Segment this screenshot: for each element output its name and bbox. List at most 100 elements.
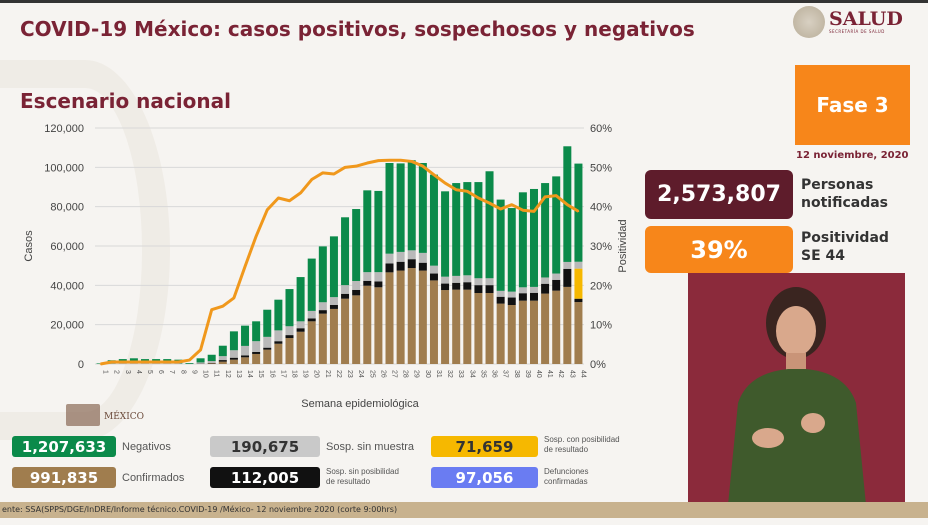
bar-sosp-sin-posibilidad [474, 285, 483, 294]
x-tick-label: 36 [491, 370, 498, 378]
sin-posibilidad-label-2: de resultado [326, 477, 371, 486]
bar-negativos [252, 321, 261, 342]
x-tick-label: 23 [346, 370, 353, 378]
bar-negativos [363, 190, 372, 273]
bar-sosp-sin-posibilidad [407, 259, 416, 269]
positividad-point [266, 209, 269, 211]
bar-sosp-sin-posibilidad [263, 347, 272, 350]
bar-sosp-sin-posibilidad [241, 355, 250, 358]
bar-sosp-sin-muestra [274, 330, 283, 342]
bar-negativos [574, 163, 583, 262]
y-axis-ticks: 0 20,000 40,000 60,000 80,000 100,000 120,000 [44, 123, 84, 371]
bar-negativos [296, 277, 305, 322]
positividad-point [121, 361, 124, 363]
y2-tick-label: 60% [590, 123, 612, 135]
bar-sosp-sin-muestra [452, 275, 461, 283]
positividad-point [255, 235, 257, 237]
positividad-point [244, 265, 246, 268]
bar-confirmados [574, 302, 583, 364]
positividad-point [544, 196, 546, 198]
bar-negativos [407, 160, 416, 251]
notificadas-label-line2: notificadas [801, 195, 889, 211]
bar-sosp-sin-muestra [485, 278, 494, 286]
bar-sosp-sin-posibilidad [296, 328, 305, 332]
x-tick-label: 43 [568, 370, 575, 378]
bar-confirmados [318, 313, 327, 364]
x-tick-label: 27 [391, 370, 398, 378]
confirmados-label: Confirmados [122, 472, 185, 484]
x-tick-label: 3 [124, 370, 131, 374]
bar-confirmados [441, 290, 450, 364]
bar-confirmados [541, 293, 550, 364]
positividad-point [366, 162, 369, 164]
sin-muestra-value: 190,675 [210, 436, 320, 457]
bar-negativos [452, 183, 461, 276]
positividad-point [388, 159, 391, 162]
y2-axis-label: Positividad [617, 219, 629, 272]
chart-positividad-line [99, 158, 580, 366]
bar-sosp-sin-posibilidad [485, 285, 494, 294]
bar-sosp-sin-muestra [318, 302, 327, 311]
bar-sosp-sin-posibilidad [563, 268, 572, 287]
bar-confirmados [429, 280, 438, 364]
bar-sosp-sin-muestra [229, 350, 238, 358]
bar-sosp-sin-muestra [329, 297, 338, 305]
positividad-point [322, 172, 324, 174]
positividad-point [466, 190, 469, 193]
x-tick-label: 33 [457, 370, 464, 378]
y-tick-label: 0 [78, 359, 84, 371]
x-tick-label: 44 [579, 370, 586, 378]
bar-sosp-sin-posibilidad [541, 283, 550, 294]
sin-posibilidad-label: Sosp. sin posibilidad de resultado [326, 467, 399, 487]
defunciones-label-1: Defunciones [544, 467, 589, 476]
con-posibilidad-value: 71,659 [431, 436, 538, 457]
x-tick-label: 40 [535, 370, 542, 378]
bar-sosp-sin-muestra [141, 363, 150, 364]
bar-sosp-sin-muestra [207, 361, 216, 364]
notificadas-value: 2,573,807 [645, 170, 793, 219]
positividad-point [555, 194, 558, 197]
bar-confirmados [329, 308, 338, 364]
positividad-point [199, 349, 202, 351]
bar-confirmados [474, 293, 483, 364]
bar-negativos [518, 192, 527, 288]
bar-negativos [274, 299, 283, 331]
bar-negativos [341, 217, 350, 286]
source-footer: ente: SSA(SPPS/DGE/InDRE/Informe técnico… [0, 502, 928, 518]
bar-sosp-sin-posibilidad [363, 280, 372, 286]
x-tick-label: 11 [213, 370, 220, 377]
bar-sosp-sin-muestra [152, 363, 161, 364]
top-border [0, 0, 928, 3]
y-tick-label: 40,000 [50, 280, 84, 292]
x-tick-label: 16 [268, 370, 275, 378]
y2-tick-label: 0% [590, 359, 606, 371]
con-posibilidad-label-2: de resultado [544, 445, 589, 454]
logo-subtext: SECRETARÍA DE SALUD [829, 29, 885, 34]
positividad-point [377, 159, 380, 162]
bar-sosp-con-posibilidad [574, 268, 583, 299]
y-axis-label: Casos [23, 230, 35, 262]
positividad-point [522, 209, 524, 212]
x-tick-label: 8 [179, 370, 186, 374]
bar-negativos [196, 358, 205, 363]
bar-sosp-sin-muestra [118, 363, 127, 364]
bar-negativos [207, 354, 216, 362]
positividad-point [444, 182, 446, 184]
bar-negativos [429, 174, 438, 266]
positividad-point [333, 173, 335, 175]
bar-sosp-sin-muestra [552, 273, 561, 280]
x-tick-label: 19 [302, 370, 309, 378]
bar-confirmados [552, 290, 561, 364]
bar-sosp-sin-posibilidad [341, 293, 350, 299]
bar-sosp-sin-muestra [441, 276, 450, 284]
positividad-point [355, 165, 357, 167]
bar-sosp-sin-muestra [307, 310, 316, 319]
x-tick-label: 15 [257, 370, 264, 378]
x-tick-label: 39 [524, 370, 531, 378]
report-date: 12 noviembre, 2020 [796, 150, 909, 161]
positividad-point [310, 178, 313, 181]
positividad-point [188, 359, 191, 361]
bar-confirmados [407, 268, 416, 364]
bar-negativos [318, 246, 327, 303]
sin-posibilidad-label-1: Sosp. sin posibilidad [326, 467, 399, 476]
